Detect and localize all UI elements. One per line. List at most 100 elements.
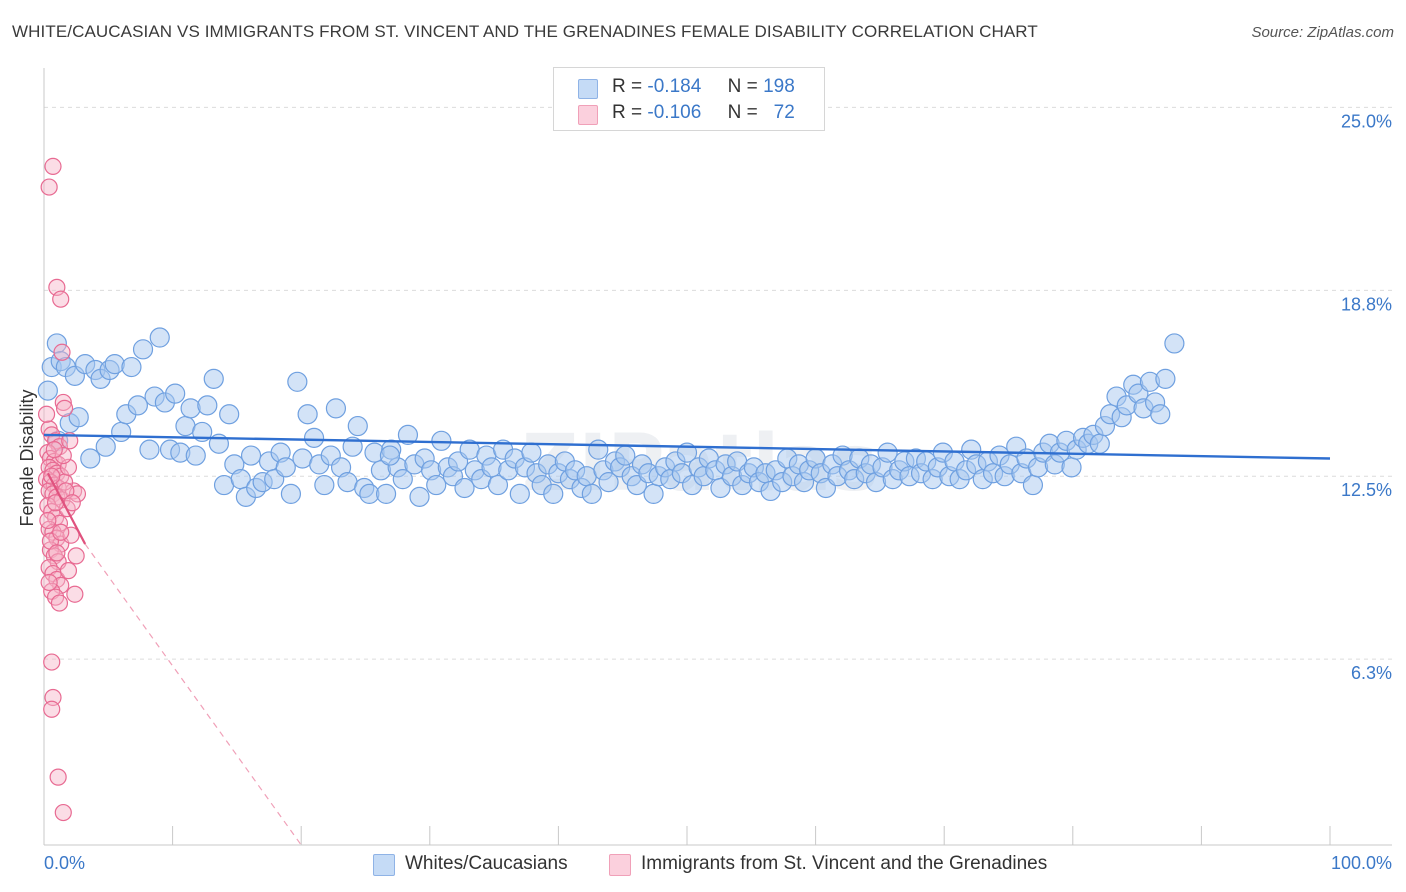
data-point-immigrants bbox=[40, 573, 58, 592]
data-point-whites bbox=[314, 474, 335, 496]
y-axis-label: Female Disability bbox=[17, 389, 37, 526]
stats-legend: R = -0.184 N = 198 R = -0.106 N = 72 bbox=[553, 67, 825, 131]
trendline-immigrants-extension bbox=[84, 543, 302, 846]
data-point-whites bbox=[1150, 404, 1171, 425]
trendline-immigrants bbox=[46, 472, 87, 545]
data-point-whites bbox=[275, 457, 296, 478]
legend-label-immigrants: Immigrants from St. Vincent and the Gren… bbox=[641, 853, 1048, 874]
data-point-immigrants bbox=[43, 467, 61, 485]
data-point-whites bbox=[121, 356, 142, 378]
legend-swatch-whites bbox=[578, 79, 598, 99]
data-point-whites bbox=[139, 439, 160, 460]
data-point-whites bbox=[104, 353, 125, 375]
data-point-whites bbox=[180, 398, 201, 419]
data-point-whites bbox=[127, 395, 148, 416]
data-point-immigrants bbox=[54, 446, 72, 465]
data-point-whites bbox=[1061, 457, 1082, 478]
data-point-immigrants bbox=[49, 768, 67, 786]
trendline-whites bbox=[43, 433, 1331, 460]
data-point-whites bbox=[392, 469, 413, 490]
data-point-whites bbox=[426, 474, 447, 496]
legend-swatch-immigrants bbox=[609, 854, 631, 876]
r-label: R = bbox=[612, 102, 643, 123]
data-point-whites bbox=[1155, 368, 1176, 389]
y-tick-label: 25.0% bbox=[1341, 111, 1392, 131]
legend-swatch-whites bbox=[373, 854, 395, 876]
data-point-whites bbox=[68, 407, 89, 428]
data-point-whites bbox=[297, 404, 318, 425]
data-point-whites bbox=[303, 427, 325, 448]
data-point-immigrants bbox=[44, 157, 62, 176]
data-point-whites bbox=[487, 474, 509, 496]
data-point-immigrants bbox=[67, 547, 85, 565]
y-tick-label: 18.8% bbox=[1341, 294, 1392, 314]
data-point-whites bbox=[149, 327, 170, 348]
data-point-whites bbox=[1022, 474, 1044, 496]
x-tick-label-start: 0.0% bbox=[44, 853, 85, 873]
legend-swatch-immigrants bbox=[578, 105, 598, 125]
data-point-immigrants bbox=[53, 343, 71, 361]
data-point-whites bbox=[132, 339, 154, 360]
data-point-immigrants bbox=[61, 432, 79, 450]
r-value: -0.184 bbox=[647, 76, 702, 97]
data-point-whites bbox=[588, 439, 609, 460]
data-point-immigrants bbox=[55, 399, 74, 417]
data-point-whites bbox=[1089, 433, 1110, 454]
data-point-whites bbox=[287, 371, 308, 392]
data-point-whites bbox=[379, 445, 401, 466]
data-point-whites bbox=[185, 445, 206, 466]
data-point-whites bbox=[219, 404, 240, 425]
legend-label-whites: Whites/Caucasians bbox=[405, 853, 568, 874]
source-credit: Source: ZipAtlas.com bbox=[1251, 24, 1394, 41]
x-tick-label-end: 100.0% bbox=[1331, 853, 1392, 873]
data-point-immigrants bbox=[40, 178, 58, 196]
data-point-immigrants bbox=[52, 290, 70, 308]
data-point-whites bbox=[397, 424, 419, 445]
data-point-whites bbox=[375, 483, 397, 505]
data-point-whites bbox=[95, 436, 116, 457]
data-point-immigrants bbox=[52, 523, 70, 541]
data-point-whites bbox=[598, 472, 619, 493]
data-point-whites bbox=[509, 483, 530, 505]
data-point-immigrants bbox=[39, 511, 57, 530]
r-value: -0.106 bbox=[647, 102, 702, 123]
data-point-immigrants bbox=[43, 700, 61, 718]
data-point-immigrants bbox=[54, 803, 72, 822]
data-point-whites bbox=[481, 457, 502, 478]
data-point-whites bbox=[521, 442, 542, 463]
data-point-immigrants bbox=[54, 393, 72, 412]
data-point-immigrants bbox=[43, 653, 61, 671]
chart-title: WHITE/CAUCASIAN VS IMMIGRANTS FROM ST. V… bbox=[12, 22, 1038, 41]
data-point-whites bbox=[543, 483, 564, 505]
n-value: 72 bbox=[773, 102, 795, 123]
data-point-immigrants bbox=[45, 441, 63, 459]
data-point-whites bbox=[877, 442, 898, 463]
data-point-whites bbox=[347, 415, 368, 437]
data-point-immigrants bbox=[62, 526, 80, 544]
data-point-whites bbox=[203, 368, 224, 389]
data-point-whites bbox=[643, 483, 664, 505]
data-point-whites bbox=[431, 430, 452, 451]
n-value: 198 bbox=[763, 76, 795, 97]
data-point-whites bbox=[325, 398, 347, 419]
r-label: R = bbox=[612, 76, 643, 97]
data-point-whites bbox=[1164, 333, 1185, 354]
data-point-immigrants bbox=[59, 562, 78, 580]
data-point-whites bbox=[111, 421, 132, 443]
data-point-whites bbox=[409, 486, 430, 507]
data-point-immigrants bbox=[50, 594, 69, 612]
data-point-whites bbox=[80, 448, 101, 469]
data-point-whites bbox=[37, 380, 58, 401]
data-point-whites bbox=[342, 436, 363, 457]
data-point-whites bbox=[280, 483, 302, 505]
y-tick-label: 12.5% bbox=[1341, 480, 1392, 500]
data-point-whites bbox=[454, 477, 475, 499]
data-point-immigrants bbox=[48, 544, 66, 562]
data-point-whites bbox=[240, 445, 262, 466]
data-point-immigrants bbox=[37, 405, 56, 423]
n-label: N = bbox=[727, 76, 758, 97]
data-point-whites bbox=[581, 483, 602, 505]
data-point-whites bbox=[197, 395, 218, 416]
data-point-immigrants bbox=[66, 585, 84, 603]
